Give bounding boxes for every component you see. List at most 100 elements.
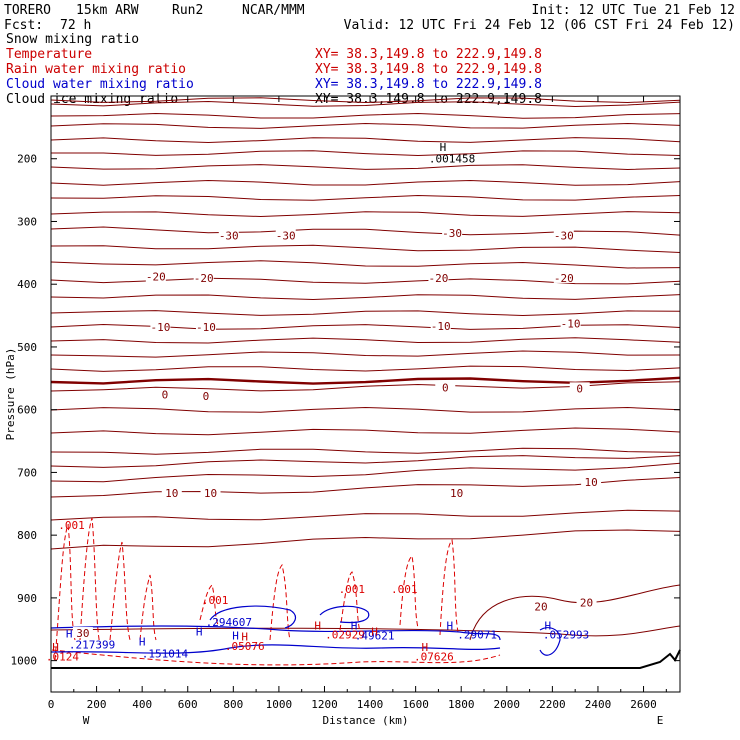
h-marker: H (545, 619, 552, 632)
rain-contour (339, 571, 361, 633)
y-tick-label: 500 (17, 341, 37, 354)
isotherm-line (50, 260, 681, 269)
isotherm-line (50, 477, 681, 498)
header-fcst-label: Fcst: (4, 18, 43, 33)
rain-label: .05076 (225, 640, 265, 653)
isotherm-line (51, 150, 681, 157)
isotherm-line (50, 179, 681, 186)
rain-label: .07626 (414, 651, 454, 664)
header-init: Init: 12 UTC Tue 21 Feb 12 (532, 3, 736, 18)
label-bg (195, 320, 216, 332)
cloud-contour (319, 605, 370, 624)
cloud-contour (209, 605, 297, 629)
rain-label: .02929 (325, 629, 365, 642)
cloud-label: .052993 (543, 629, 589, 642)
temperature-label: -30 (554, 229, 574, 242)
legend-xy-1: XY= 38.3,149.8 to 222.9,149.8 (315, 47, 542, 62)
isotherm-line (50, 226, 681, 236)
temperature-label: -20 (428, 272, 448, 285)
temperature-label: -10 (431, 320, 451, 333)
temperature-label: -10 (561, 318, 581, 331)
plot-frame (50, 95, 681, 693)
isotherm-line (50, 406, 681, 413)
h-marker: H (52, 641, 59, 654)
temperature-label: 10 (584, 476, 597, 489)
h-marker: H (314, 619, 321, 632)
rain-label: .001 (58, 519, 85, 532)
y-tick-label: 600 (17, 404, 37, 417)
y-tick-label: 700 (17, 466, 37, 479)
cloud-label: .29071 (457, 629, 497, 642)
h-marker: H (241, 631, 248, 644)
x-tick-label: 1800 (448, 698, 475, 711)
y-tick-label: 400 (17, 278, 37, 291)
rain-label: .001 (391, 583, 418, 596)
x-tick-label: 0 (48, 698, 55, 711)
x-tick-label: 400 (132, 698, 152, 711)
label-bg (569, 382, 590, 394)
isotherm-line (50, 211, 681, 218)
isotherm-line (50, 625, 681, 637)
label-bg (442, 226, 463, 238)
h-marker: H (440, 141, 447, 154)
header-grid: 15km ARW (76, 3, 139, 18)
label-bg (218, 229, 239, 241)
temperature-label: 20 (580, 596, 593, 609)
legend-xy-2: XY= 38.3,149.8 to 222.9,149.8 (315, 62, 542, 77)
label-bg (72, 627, 93, 639)
temperature-label: -10 (196, 321, 216, 334)
legend-xy-3: XY= 38.3,149.8 to 222.9,149.8 (315, 77, 542, 92)
x-tick-label: 2400 (585, 698, 612, 711)
cloud-label: .49621 (355, 629, 395, 642)
label-bg (576, 596, 597, 608)
header-fcst-value: 72 h (60, 18, 91, 33)
legend-field-1: Temperature (6, 47, 92, 62)
x-tick-label: 1000 (266, 698, 293, 711)
isotherm-line (50, 427, 681, 436)
temperature-label: 10 (204, 487, 217, 500)
label-bg (530, 600, 551, 612)
label-bg (553, 271, 574, 283)
h-marker: H (447, 619, 454, 632)
temperature-label: 30 (76, 627, 89, 640)
rain-contour (269, 563, 291, 641)
x-tick-label: 200 (87, 698, 107, 711)
label-bg (435, 381, 456, 393)
y-tick-label: 200 (17, 153, 37, 166)
isotherm-line (50, 447, 681, 455)
x-tick-label: 1200 (311, 698, 338, 711)
temperature-label: -20 (146, 271, 166, 284)
y-tick-label: 1000 (11, 655, 38, 668)
isotherm-line (50, 455, 681, 468)
h-marker: H (371, 626, 378, 639)
plot-area: -30 -30 -30 -30 -20 -20 -20 -20 -10 -10 -10 -10 0 0 0 0… (4, 95, 681, 727)
terrain-line (51, 649, 681, 669)
label-bg (145, 270, 166, 282)
rain-contour (439, 538, 459, 636)
cloud-label: .294607 (206, 616, 252, 629)
label-bg (446, 487, 467, 499)
label-bg (195, 389, 216, 401)
isotherm-line (50, 194, 681, 201)
label-bg (161, 487, 182, 499)
isotherm-line (50, 350, 681, 358)
label-bg (430, 320, 451, 332)
x-tick-label: 600 (178, 698, 198, 711)
x-end-label-east: E (657, 714, 664, 727)
y-tick-label: 900 (17, 592, 37, 605)
legend-field-4: Cloud ice mixing ratio (6, 92, 178, 107)
label-bg (150, 320, 171, 332)
x-axis-label: Distance (km) (322, 714, 408, 727)
rain-label: .001 (339, 583, 366, 596)
header-model: TORERO (4, 3, 51, 18)
label-bg (154, 388, 175, 400)
temperature-label: 20 (534, 601, 547, 614)
rain-contour (139, 574, 157, 641)
isotherm-line (50, 122, 681, 129)
temperature-label: -30 (276, 229, 296, 242)
temperature-label: 0 (442, 382, 449, 395)
legend-field-0: Snow mixing ratio (6, 32, 139, 47)
cloud-label: .151014 (142, 647, 189, 660)
temperature-label: 10 (450, 487, 463, 500)
